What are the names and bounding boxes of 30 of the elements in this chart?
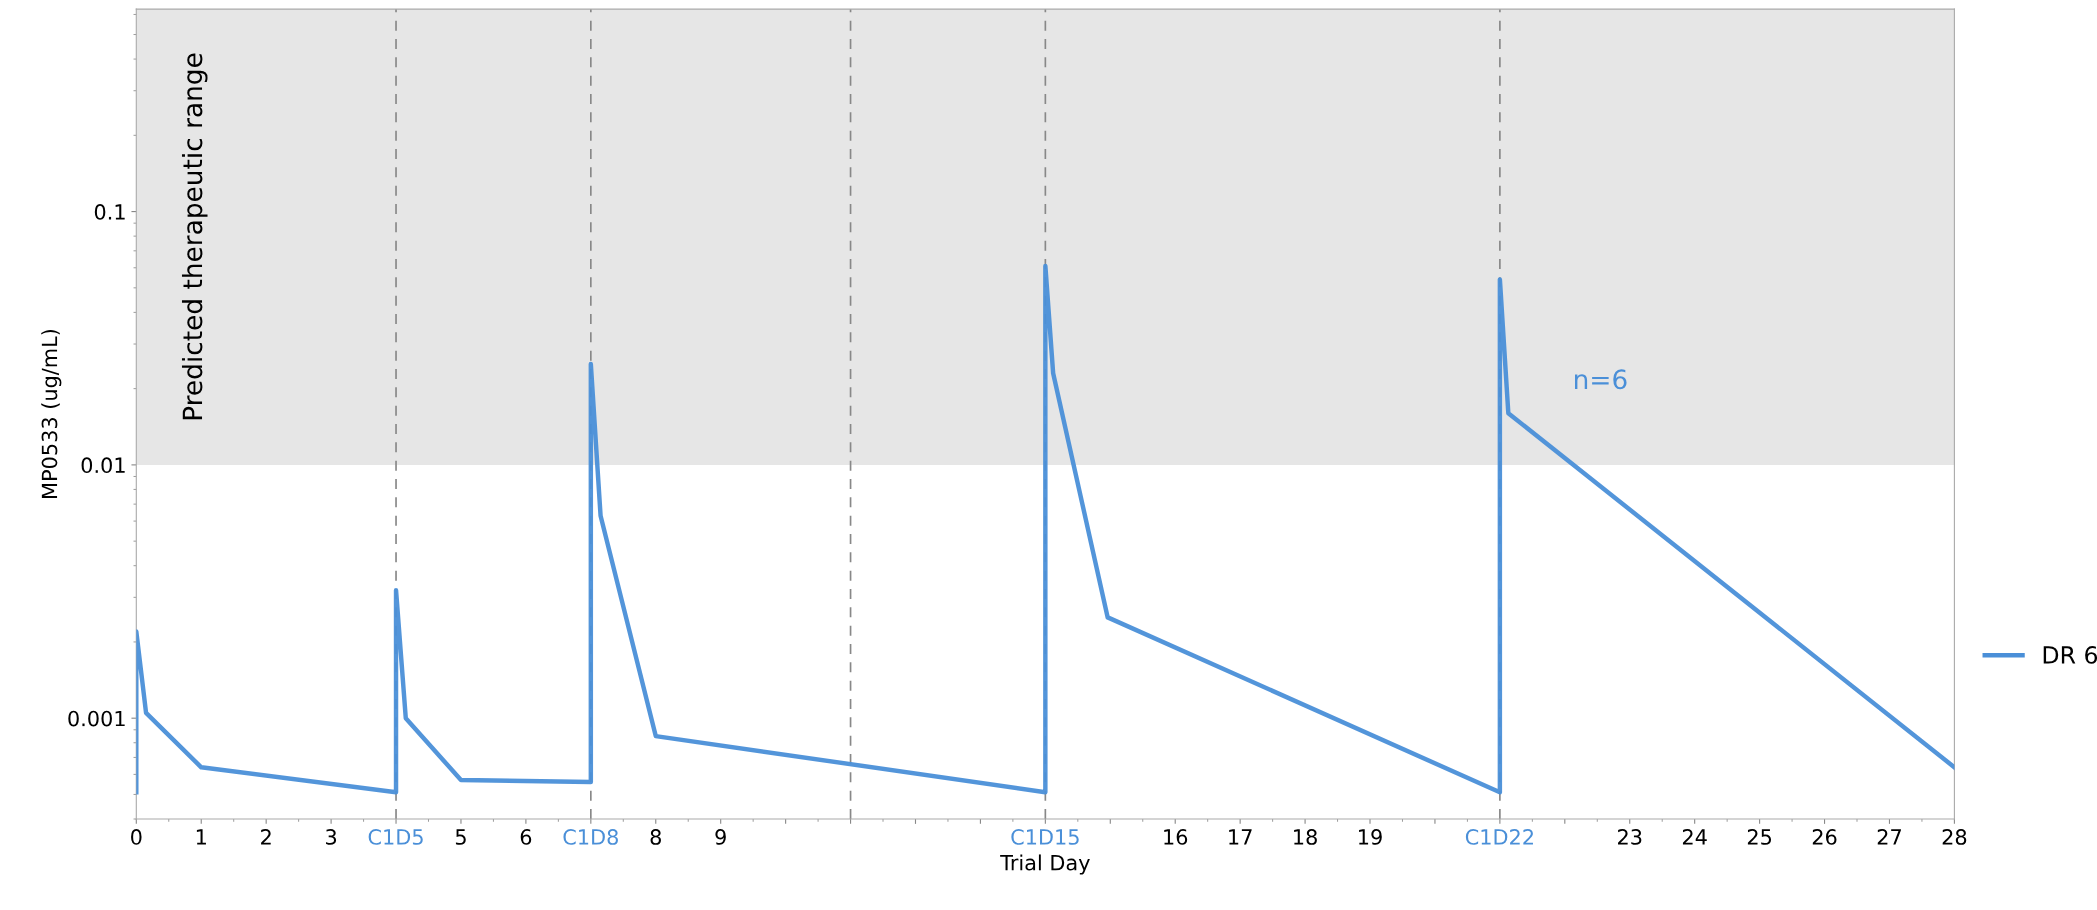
x-tick-label: 28 [1942, 829, 1967, 845]
legend-label: DR 6 [2043, 646, 2097, 664]
x-tick-label: 3 [326, 829, 337, 845]
x-tick-label: C1D22 [1465, 829, 1533, 845]
x-tick-label: 0 [131, 829, 142, 845]
x-tick-label: 5 [455, 829, 466, 845]
x-tick-label: C1D5 [368, 829, 423, 845]
x-tick-label: 2 [261, 829, 271, 845]
band-label: Predicted therapeutic range [181, 53, 208, 420]
x-tick-label: 18 [1294, 829, 1317, 845]
y-tick-label: 0.001 [68, 710, 125, 727]
x-tick-label: 1 [196, 829, 206, 845]
x-tick-label: 8 [650, 829, 661, 845]
y-tick-label: 0.1 [94, 204, 125, 220]
x-tick-label: 26 [1812, 829, 1837, 845]
x-tick-label: 19 [1359, 829, 1382, 845]
x-tick-label: 6 [520, 829, 532, 845]
x-tick-label: 23 [1618, 829, 1642, 845]
x-tick-label: C1D15 [1011, 829, 1079, 845]
x-tick-label: 27 [1877, 829, 1901, 845]
x-axis-title: Trial Day [1000, 854, 1090, 875]
x-tick-label: C1D8 [563, 829, 618, 845]
annotation: n=6 [1575, 369, 1627, 390]
x-tick-label: 9 [715, 829, 726, 845]
x-tick-label: 24 [1682, 829, 1707, 845]
y-axis-title: MP0533 (ug/mL) [41, 329, 62, 498]
y-tick-label: 0.01 [81, 457, 125, 474]
x-tick-label: 17 [1229, 829, 1252, 845]
x-tick-label: 25 [1747, 829, 1772, 845]
x-tick-label: 16 [1164, 829, 1188, 845]
